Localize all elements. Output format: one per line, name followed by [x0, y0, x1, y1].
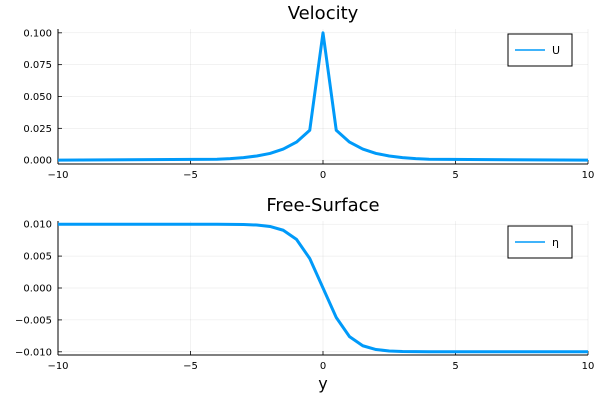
x-tick-label: 0: [320, 170, 326, 181]
x-tick-label: 10: [582, 361, 595, 372]
x-tick-label: −5: [183, 361, 198, 372]
x-tick-label: −5: [183, 170, 198, 181]
chart-panel-1: −10 −5 0 5 10 0.000 0.025 0.050 0.075 0.100 Veloci…: [23, 3, 594, 181]
x-axis-label: y: [318, 374, 327, 393]
series-line-1: [58, 31, 588, 162]
x-tick-label: 5: [452, 361, 458, 372]
y-tick-label: 0.000: [23, 156, 52, 167]
x-tick-label: 10: [582, 170, 595, 181]
y-tick-label: 0.100: [23, 28, 52, 39]
series-line-1: [58, 222, 588, 354]
x-tick-label: 5: [452, 170, 458, 181]
y-tick-label: −0.005: [15, 315, 52, 326]
chart-panel-2: −10 −5 0 5 10 −0.010 −0.005 0.000 0.005 0.010 Free…: [15, 195, 594, 393]
chart-title: Free-Surface: [266, 195, 379, 216]
y-tick-label: 0.050: [23, 92, 52, 103]
y-tick-label: 0.075: [23, 60, 52, 71]
y-tick-label: 0.000: [23, 284, 52, 295]
x-tick-label: −10: [47, 361, 68, 372]
x-tick-label: −10: [47, 170, 68, 181]
legend-label: U: [552, 44, 560, 57]
y-tick-label: −0.010: [15, 347, 52, 358]
y-tick-label: 0.010: [23, 220, 52, 231]
y-tick-label: 0.005: [23, 252, 52, 263]
x-tick-label: 0: [320, 361, 326, 372]
chart-title: Velocity: [288, 3, 359, 24]
legend-label: η: [552, 236, 559, 249]
y-tick-label: 0.025: [23, 124, 52, 135]
